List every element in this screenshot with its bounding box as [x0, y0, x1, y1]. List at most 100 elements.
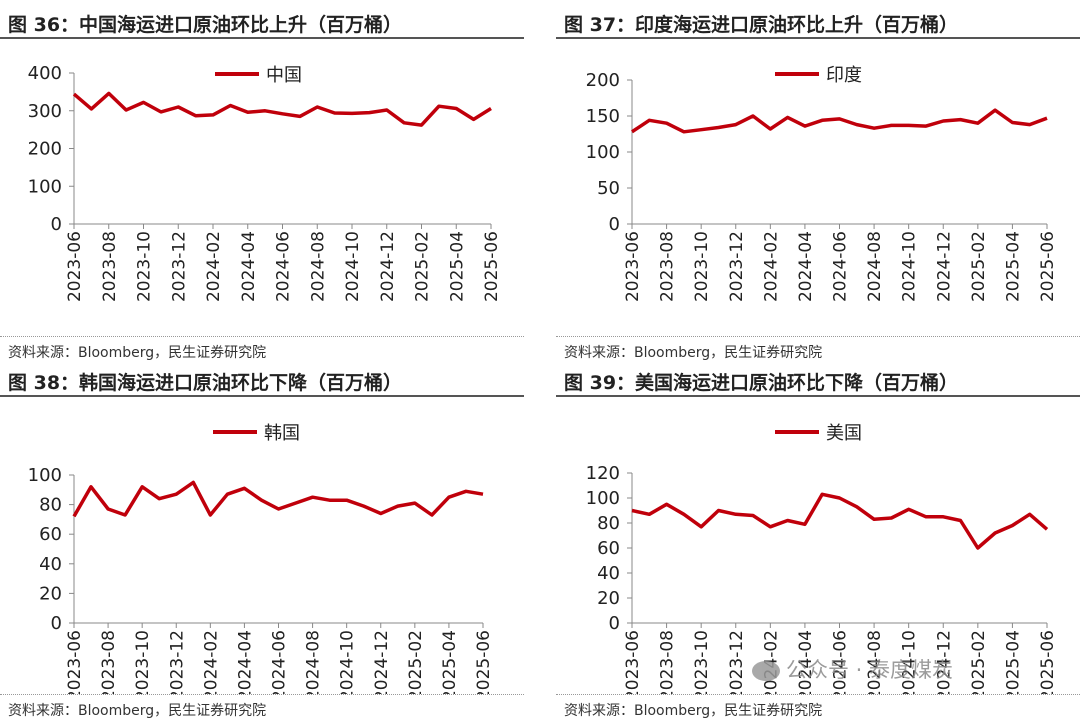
x-tick-label: 2023-12 [169, 231, 189, 302]
x-tick-label: 2025-04 [1003, 630, 1023, 694]
x-tick-label: 2025-06 [1038, 630, 1058, 694]
y-tick-label: 80 [597, 513, 620, 534]
y-tick-label: 60 [597, 538, 620, 559]
x-tick-label: 2024-08 [865, 231, 885, 302]
legend-label: 中国 [266, 65, 302, 86]
y-tick-label: 200 [28, 139, 62, 160]
series-line [631, 108, 1048, 134]
x-tick-label: 2024-06 [270, 630, 290, 694]
x-tick-label: 2024-02 [201, 630, 221, 694]
series-line [72, 91, 492, 127]
x-tick-label: 2024-06 [274, 231, 294, 302]
title-rule [0, 37, 524, 39]
x-tick-label: 2024-10 [343, 231, 363, 302]
legend-label: 美国 [826, 423, 862, 444]
x-tick-label: 2025-02 [413, 231, 433, 302]
y-tick-label: 100 [586, 142, 620, 163]
y-tick-label: 0 [609, 214, 620, 235]
y-tick-label: 50 [597, 178, 620, 199]
chart-panel-korea: 图 38：韩国海运进口原油环比下降（百万桶） 0 20 40 60 80 100 2023-… [0, 358, 524, 719]
x-tick-label: 2024-10 [900, 630, 920, 694]
x-tick-label: 2023-08 [658, 630, 678, 694]
x-tick-label: 2023-12 [727, 630, 747, 694]
chart-title: 图 37：印度海运进口原油环比上升（百万桶） [564, 14, 959, 36]
x-tick-label: 2023-06 [65, 231, 85, 302]
x-tick-label: 2024-08 [308, 231, 328, 302]
y-tick-label: 80 [39, 495, 62, 516]
source-rule [556, 336, 1080, 337]
x-tick-label: 2024-04 [796, 231, 816, 302]
x-tick-label: 2024-08 [304, 630, 324, 694]
source-note: 资料来源：Bloomberg，民生证券研究院 [8, 703, 267, 719]
x-tick-label: 2023-10 [692, 231, 712, 302]
x-tick-label: 2025-02 [406, 630, 426, 694]
x-tick-label: 2024-04 [239, 231, 259, 302]
series-line [72, 480, 484, 518]
x-tick-label: 2025-02 [969, 630, 989, 694]
chart-panel-china: 图 36：中国海运进口原油环比上升（百万桶） 0 100 200 300 400 2023… [0, 0, 524, 361]
x-tick-label: 2025-04 [1003, 231, 1023, 302]
x-tick-label: 2023-06 [623, 231, 643, 302]
y-tick-label: 100 [586, 488, 620, 509]
watermark: 公众号 · 泰度煤炭 [752, 654, 953, 684]
china-chart: 0 100 200 300 400 2023-06 2023-08 2023-10 2023-1… [28, 63, 502, 302]
x-tick-label: 2025-06 [474, 630, 494, 694]
title-rule [0, 395, 524, 397]
y-tick-label: 100 [28, 176, 62, 197]
x-tick-label: 2023-06 [623, 630, 643, 694]
source-rule [0, 694, 524, 695]
legend-label: 韩国 [264, 423, 300, 444]
series-line [631, 492, 1049, 550]
x-tick-label: 2024-04 [235, 630, 255, 694]
x-tick-label: 2025-04 [447, 231, 467, 302]
chart-panel-usa: 图 39：美国海运进口原油环比下降（百万桶） 0 20 40 60 80 100 120 20… [556, 358, 1080, 719]
watermark-text: 公众号 · 泰度煤炭 [786, 658, 954, 682]
source-note: 资料来源：Bloomberg，民生证券研究院 [8, 345, 267, 361]
korea-chart: 0 20 40 60 80 100 2023-06 2023-08 2023-10 2023-12… [28, 423, 494, 694]
y-tick-label: 20 [39, 583, 62, 604]
x-tick-label: 2023-12 [727, 231, 747, 302]
x-tick-label: 2023-06 [65, 630, 85, 694]
y-tick-label: 40 [39, 554, 62, 575]
x-tick-label: 2023-10 [133, 630, 153, 694]
x-tick-label: 2023-10 [692, 630, 712, 694]
x-tick-label: 2025-06 [1038, 231, 1058, 302]
x-tick-label: 2024-08 [865, 630, 885, 694]
x-tick-label: 2024-12 [372, 630, 392, 694]
x-tick-label: 2025-04 [440, 630, 460, 694]
x-tick-label: 2024-02 [204, 231, 224, 302]
y-tick-label: 0 [609, 613, 620, 634]
x-tick-label: 2024-10 [338, 630, 358, 694]
y-tick-label: 100 [28, 465, 62, 486]
chart-title: 图 36：中国海运进口原油环比上升（百万桶） [8, 14, 403, 36]
y-tick-label: 0 [51, 214, 62, 235]
x-tick-label: 2024-06 [831, 231, 851, 302]
y-tick-label: 0 [51, 613, 62, 634]
chart-title: 图 39：美国海运进口原油环比下降（百万桶） [564, 372, 959, 394]
y-tick-label: 150 [586, 106, 620, 127]
usa-chart: 0 20 40 60 80 100 120 2023-06 2023-08 2023-10 2023… [586, 423, 1058, 694]
y-tick-label: 200 [586, 70, 620, 91]
y-tick-label: 400 [28, 63, 62, 84]
x-tick-label: 2023-10 [135, 231, 155, 302]
x-tick-label: 2024-12 [378, 231, 398, 302]
source-rule [556, 694, 1080, 695]
y-tick-label: 120 [586, 463, 620, 484]
x-tick-label: 2023-08 [99, 630, 119, 694]
x-tick-label: 2025-02 [969, 231, 989, 302]
x-tick-label: 2024-06 [831, 630, 851, 694]
x-tick-label: 2024-10 [900, 231, 920, 302]
x-tick-label: 2023-08 [100, 231, 120, 302]
y-tick-label: 40 [597, 563, 620, 584]
wechat-icon [752, 661, 780, 681]
source-rule [0, 336, 524, 337]
chart-panel-india: 图 37：印度海运进口原油环比上升（百万桶） 0 50 100 150 200 2023-… [556, 0, 1080, 361]
y-tick-label: 300 [28, 101, 62, 122]
source-note: 资料来源：Bloomberg，民生证券研究院 [564, 345, 823, 361]
x-tick-label: 2024-04 [796, 630, 816, 694]
x-tick-label: 2025-06 [482, 231, 502, 302]
x-tick-label: 2023-08 [658, 231, 678, 302]
x-tick-label: 2024-12 [934, 630, 954, 694]
chart-title: 图 38：韩国海运进口原油环比下降（百万桶） [8, 372, 403, 394]
y-tick-label: 60 [39, 524, 62, 545]
